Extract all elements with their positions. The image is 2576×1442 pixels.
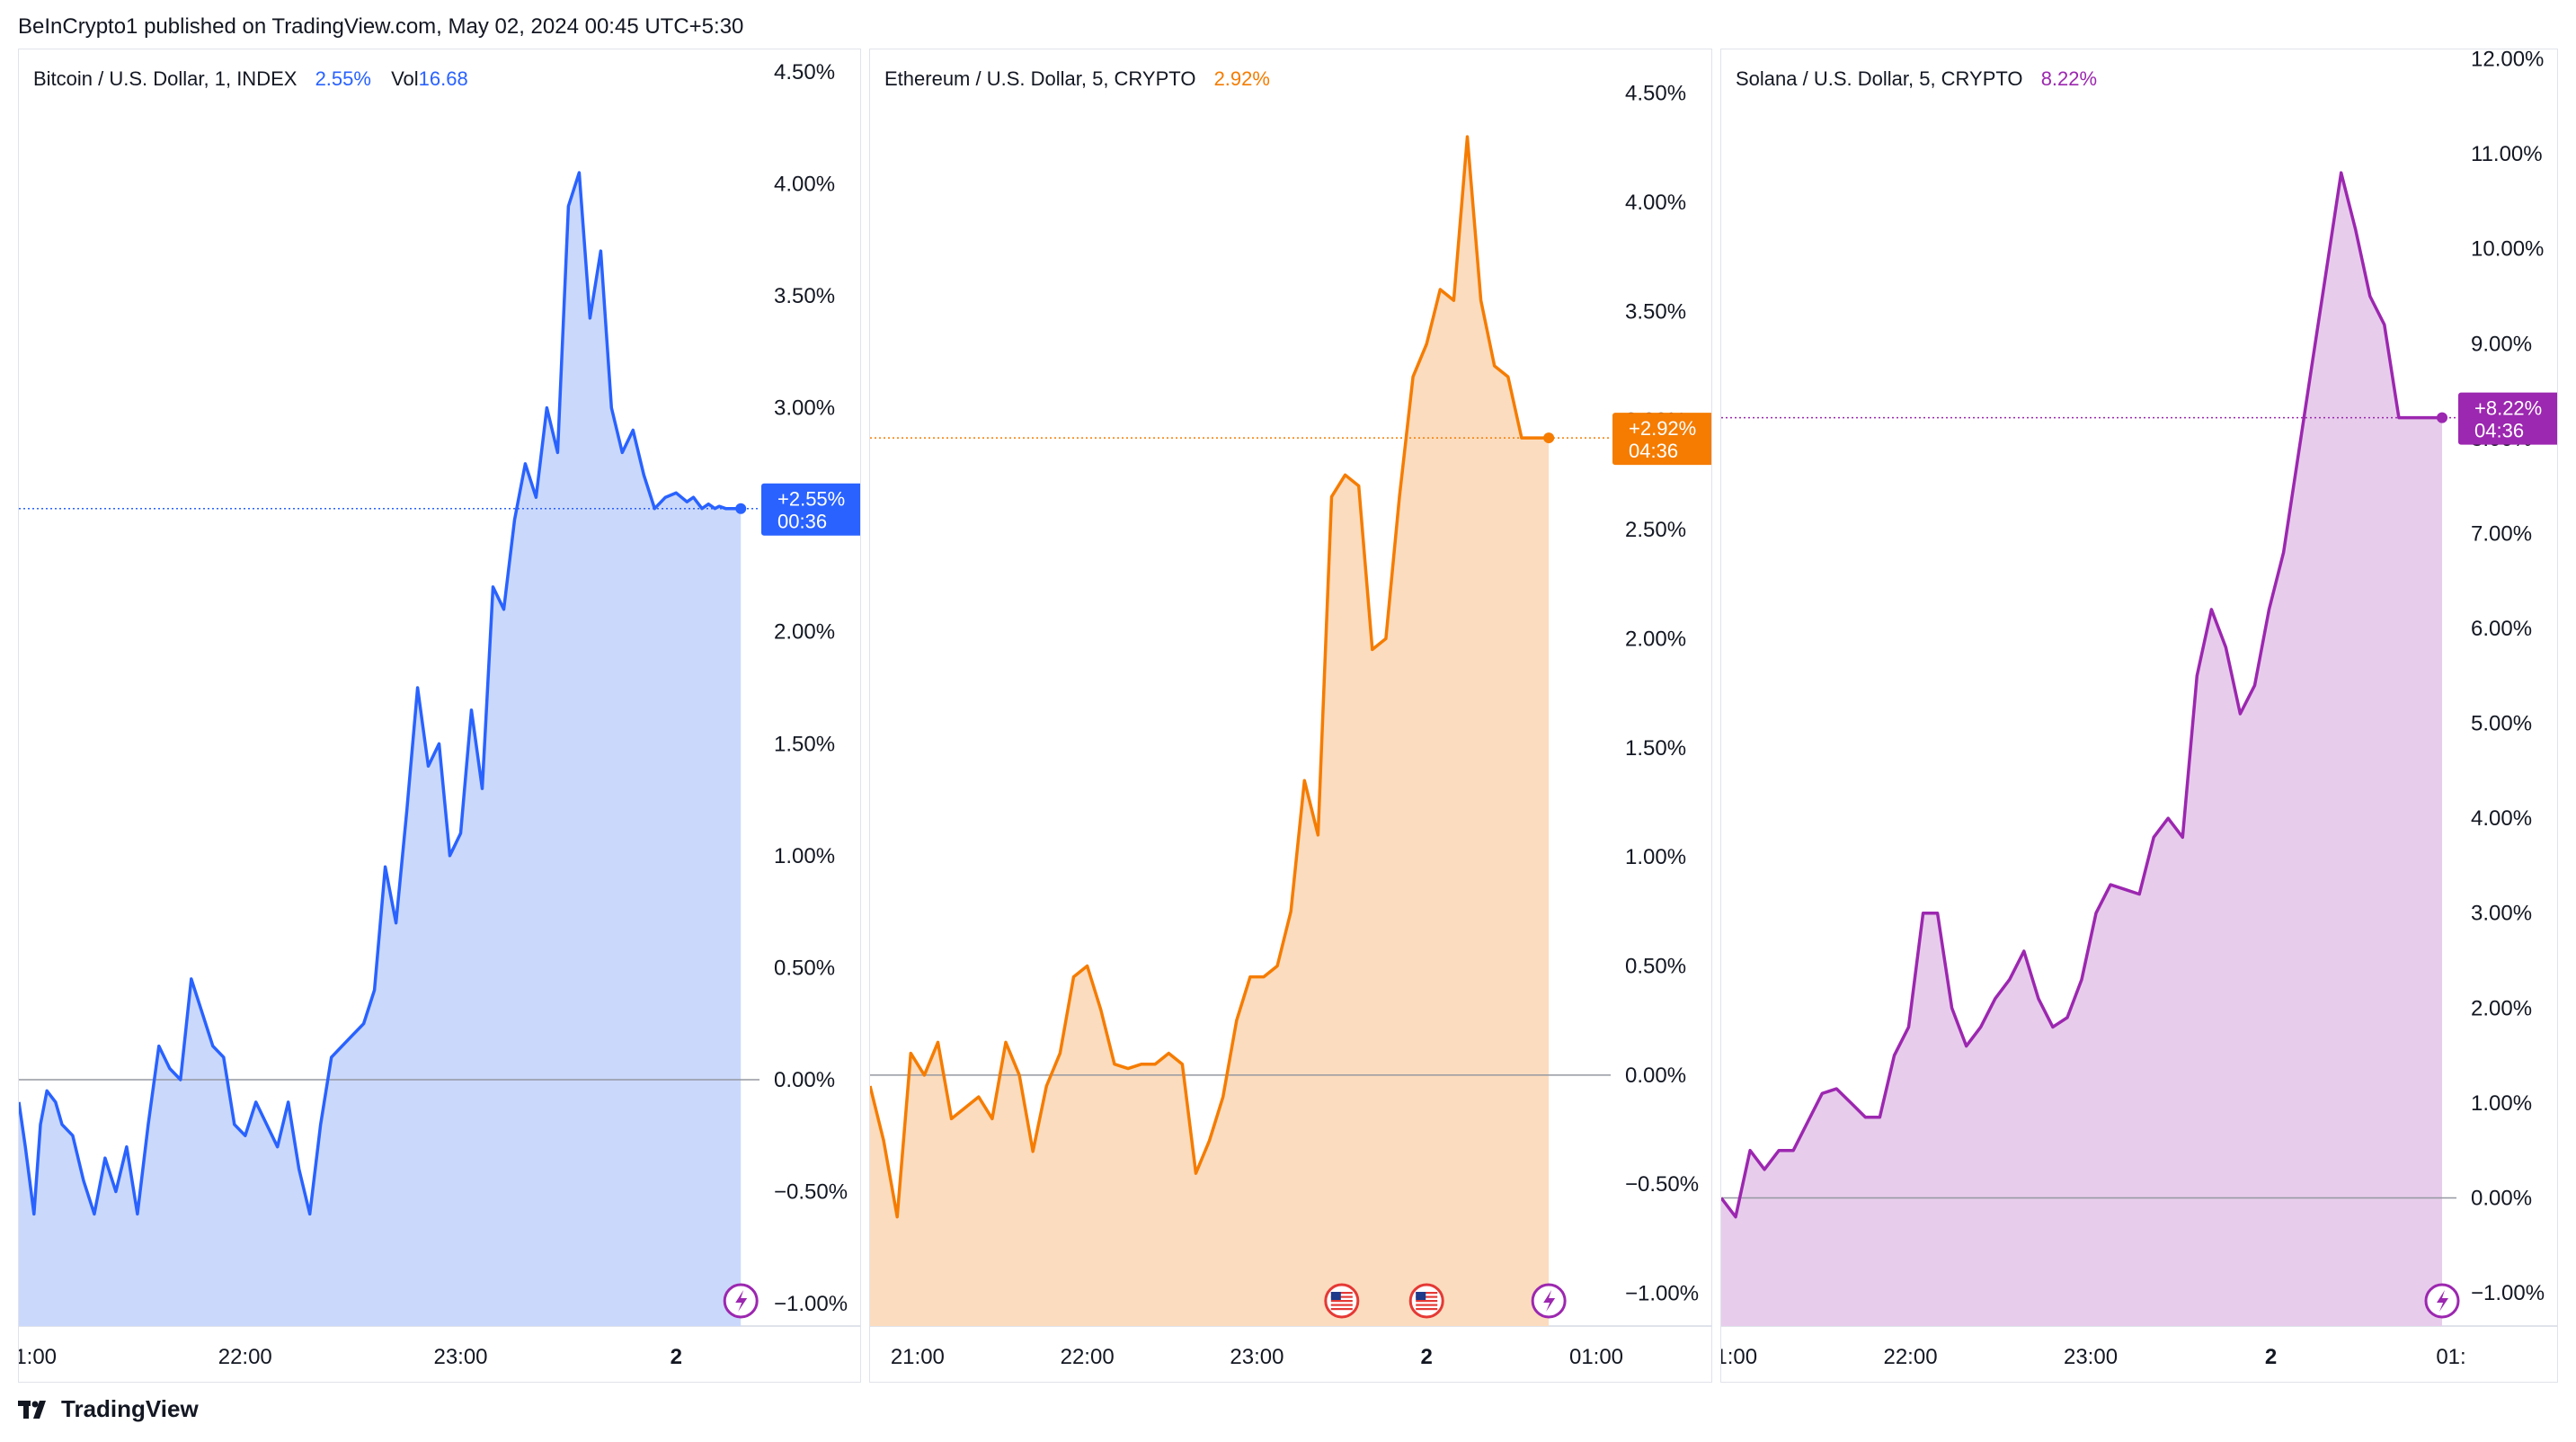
y-tick-label: −0.50% bbox=[774, 1180, 848, 1205]
y-tick-label: −0.50% bbox=[1625, 1172, 1699, 1197]
y-tick-label: 0.50% bbox=[1625, 954, 1686, 978]
us-economic-event-icon bbox=[1324, 1283, 1360, 1319]
y-tick-label: 4.50% bbox=[774, 60, 835, 85]
lightning-event-icon bbox=[1531, 1283, 1567, 1319]
change-percent: 2.55% bbox=[315, 67, 371, 90]
last-value-label: +2.92% bbox=[1629, 417, 1696, 440]
volume-label: Vol bbox=[391, 67, 419, 90]
y-tick-label: −1.00% bbox=[2471, 1281, 2545, 1305]
change-percent: 8.22% bbox=[2040, 67, 2098, 90]
x-tick-label: 01: bbox=[2436, 1345, 2465, 1369]
last-value-badge bbox=[2458, 392, 2557, 445]
y-tick-label: 1.00% bbox=[774, 844, 835, 868]
chart-svg: −1.00% −0.50% 0.00% 0.50% 1.00% 1.50% 2.00% 2.5… bbox=[870, 82, 1711, 1369]
series-area-fill bbox=[870, 137, 1550, 1327]
y-tick-label: 6.00% bbox=[2471, 617, 2532, 641]
y-tick-label: 1.50% bbox=[774, 732, 835, 756]
series-line bbox=[1721, 171, 2442, 1219]
last-point-marker bbox=[1543, 432, 1555, 444]
y-tick-label: 9.00% bbox=[2471, 332, 2532, 356]
y-tick-label: 4.50% bbox=[1625, 82, 1686, 106]
symbol-name: Bitcoin / U.S. Dollar, 1, INDEX bbox=[33, 67, 298, 90]
publish-info: BeInCrypto1 published on TradingView.com… bbox=[18, 14, 744, 39]
x-tick-label: 21:00 bbox=[19, 1345, 57, 1369]
lightning-event-icon bbox=[723, 1283, 759, 1319]
y-tick-label: 5.00% bbox=[2471, 712, 2532, 736]
y-tick-label: 0.00% bbox=[774, 1068, 835, 1092]
y-tick-label: 2.00% bbox=[2471, 996, 2532, 1020]
symbol-name: Solana / U.S. Dollar, 5, CRYPTO bbox=[1736, 67, 2023, 90]
x-tick-label: 23:00 bbox=[2064, 1345, 2118, 1369]
series-line bbox=[19, 171, 742, 1216]
lightning-event-icon bbox=[2424, 1283, 2460, 1319]
y-tick-label: 2.00% bbox=[774, 620, 835, 645]
series-area-fill bbox=[1721, 173, 2442, 1327]
volume-value: 16.68 bbox=[418, 67, 468, 90]
us-economic-event-icon bbox=[1408, 1283, 1444, 1319]
y-tick-label: −1.00% bbox=[774, 1292, 848, 1316]
x-tick-label: 21:00 bbox=[891, 1345, 945, 1369]
last-value-badge bbox=[1612, 413, 1711, 466]
last-value-badge bbox=[761, 483, 860, 536]
series-area-fill bbox=[19, 173, 742, 1326]
x-tick-label: 2 bbox=[2265, 1345, 2277, 1369]
tradingview-logo-icon bbox=[18, 1400, 46, 1419]
y-tick-label: 4.00% bbox=[1625, 191, 1686, 215]
last-point-marker bbox=[735, 503, 747, 514]
y-tick-label: 4.00% bbox=[774, 172, 835, 196]
y-tick-label: 3.00% bbox=[774, 396, 835, 421]
x-tick-label: 23:00 bbox=[1230, 1345, 1284, 1369]
x-tick-label: 2 bbox=[1421, 1345, 1433, 1369]
y-tick-label: 3.00% bbox=[2471, 902, 2532, 926]
y-tick-label: 4.00% bbox=[2471, 806, 2532, 831]
y-tick-label: −1.00% bbox=[1625, 1282, 1699, 1306]
bitcoin-chart-panel[interactable]: −1.00% −0.50% 0.00% 0.50% 1.00% 1.50% 2.00% 2.5… bbox=[18, 49, 861, 1383]
ethereum-chart-panel[interactable]: −1.00% −0.50% 0.00% 0.50% 1.00% 1.50% 2.00% 2.5… bbox=[869, 49, 1712, 1383]
chart-legend: Bitcoin / U.S. Dollar, 1, INDEX 2.55% Vo… bbox=[33, 67, 468, 91]
chart-legend: Ethereum / U.S. Dollar, 5, CRYPTO 2.92% bbox=[884, 67, 1270, 91]
x-tick-label: 22:00 bbox=[218, 1345, 272, 1369]
y-tick-label: 10.00% bbox=[2471, 237, 2544, 262]
last-point-marker bbox=[2437, 412, 2447, 423]
chart-svg: −1.00% 0.00% 1.00% 2.00% 3.00% 4.00% 5.00% 6.00… bbox=[1721, 49, 2557, 1369]
x-tick-label: 21:00 bbox=[1721, 1345, 1757, 1369]
y-tick-label: 11.00% bbox=[2471, 142, 2543, 166]
y-tick-label: 7.00% bbox=[2471, 521, 2532, 546]
y-tick-label: 0.00% bbox=[1625, 1064, 1686, 1088]
y-tick-label: 0.50% bbox=[774, 956, 835, 980]
chart-legend: Solana / U.S. Dollar, 5, CRYPTO 8.22% bbox=[1736, 67, 2097, 91]
bar-countdown-label: 04:36 bbox=[1629, 440, 1678, 462]
y-tick-label: 0.00% bbox=[2471, 1186, 2532, 1210]
chart-svg: −1.00% −0.50% 0.00% 0.50% 1.00% 1.50% 2.00% 2.5… bbox=[19, 60, 860, 1369]
solana-chart-panel[interactable]: −1.00% 0.00% 1.00% 2.00% 3.00% 4.00% 5.00% 6.00… bbox=[1720, 49, 2558, 1383]
x-tick-label: 22:00 bbox=[1883, 1345, 1937, 1369]
x-tick-label: 2 bbox=[671, 1345, 682, 1369]
y-tick-label: 3.50% bbox=[1625, 299, 1686, 324]
y-tick-label: 2.00% bbox=[1625, 627, 1686, 651]
y-tick-label: 1.50% bbox=[1625, 736, 1686, 761]
x-tick-label: 23:00 bbox=[433, 1345, 487, 1369]
tradingview-logo-text: TradingView bbox=[61, 1395, 199, 1422]
y-tick-label: 1.00% bbox=[2471, 1091, 2532, 1116]
y-tick-label: 1.00% bbox=[1625, 845, 1686, 869]
last-value-label: +8.22% bbox=[2474, 397, 2542, 420]
x-tick-label: 22:00 bbox=[1061, 1345, 1115, 1369]
y-tick-label: 3.50% bbox=[774, 284, 835, 308]
last-value-label: +2.55% bbox=[777, 488, 845, 511]
tradingview-logo[interactable]: TradingView bbox=[18, 1395, 199, 1423]
y-tick-label: 2.50% bbox=[1625, 518, 1686, 542]
x-tick-label: 01:00 bbox=[1569, 1345, 1623, 1369]
symbol-name: Ethereum / U.S. Dollar, 5, CRYPTO bbox=[884, 67, 1196, 90]
y-tick-label: 12.00% bbox=[2471, 49, 2544, 72]
bar-countdown-label: 00:36 bbox=[777, 511, 827, 533]
series-line bbox=[870, 135, 1550, 1219]
bar-countdown-label: 04:36 bbox=[2474, 420, 2524, 442]
change-percent: 2.92% bbox=[1213, 67, 1270, 90]
